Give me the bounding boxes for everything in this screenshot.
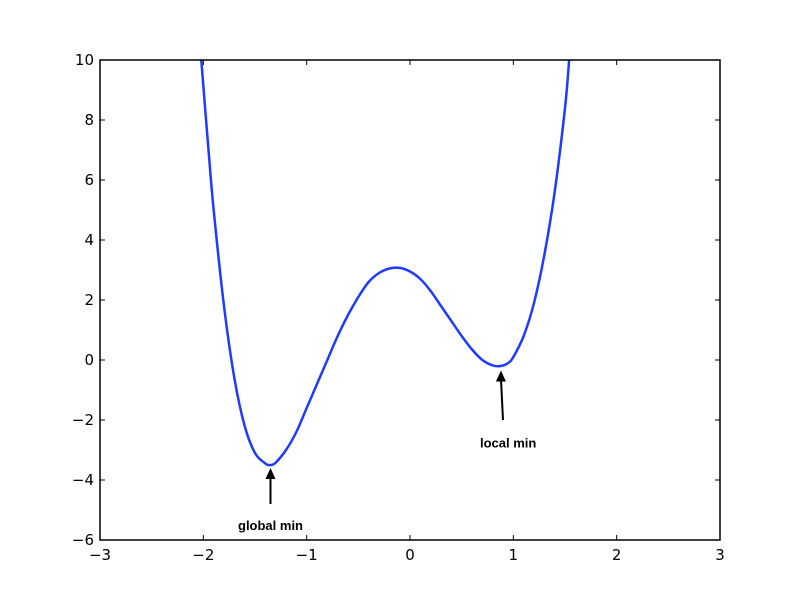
arrowhead-icon (495, 370, 506, 382)
y-tick-label: −6 (72, 531, 94, 549)
axis-ticks: −3 −2 −1 0 1 2 3 10 8 6 4 2 0 −2 −4 −6 (72, 51, 725, 564)
annotation-label: global min (238, 518, 303, 533)
y-tick-label: −2 (72, 411, 94, 429)
y-tick-label: −4 (72, 471, 94, 489)
arrowhead-icon (265, 468, 276, 479)
series-line (200, 60, 571, 467)
x-tick-label: 1 (509, 546, 519, 564)
arrow-icon (499, 378, 504, 421)
x-tick-label: −2 (192, 546, 214, 564)
y-tick-label: 0 (84, 351, 94, 369)
x-tick-label: −3 (89, 546, 111, 564)
y-tick-label: 4 (84, 231, 94, 249)
annotation-label: local min (480, 436, 536, 451)
x-tick-label: 2 (612, 546, 622, 564)
curve (200, 60, 571, 467)
x-tick-label: 3 (715, 546, 725, 564)
y-tick-label: 6 (84, 171, 94, 189)
y-tick-label: 8 (84, 111, 94, 129)
plot-frame (99, 59, 721, 541)
y-tick-label: 2 (84, 291, 94, 309)
x-tick-label: −1 (296, 546, 318, 564)
annotations: global min local min (238, 370, 536, 533)
y-tick-label: 10 (75, 51, 94, 69)
x-tick-label: 0 (405, 546, 415, 564)
